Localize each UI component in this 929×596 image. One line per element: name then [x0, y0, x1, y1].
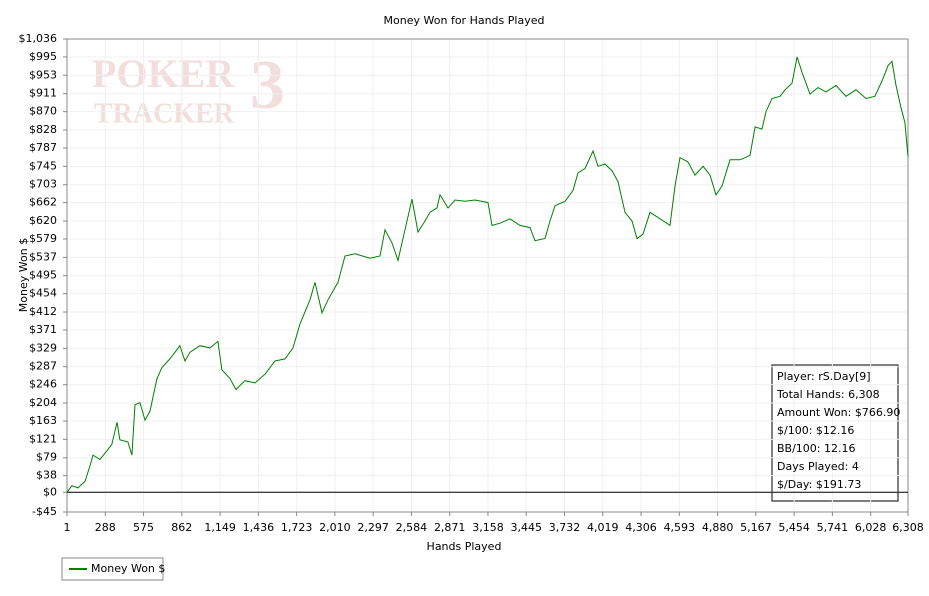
y-tick-label: $579 — [29, 232, 57, 245]
y-tick-label: -$45 — [32, 505, 57, 518]
y-tick-label: $537 — [29, 250, 57, 263]
stats-line: Total Hands: 6,308 — [776, 388, 880, 401]
y-tick-label: $703 — [29, 178, 57, 191]
y-tick-label: $121 — [29, 432, 57, 445]
y-tick-label: $995 — [29, 50, 57, 63]
x-tick-label: 2,010 — [319, 521, 351, 534]
x-tick-label: 5,167 — [740, 521, 772, 534]
y-tick-label: $38 — [36, 469, 57, 482]
y-tick-label: $953 — [29, 68, 57, 81]
stats-line: Days Played: 4 — [777, 460, 859, 473]
y-tick-label: $870 — [29, 105, 57, 118]
y-tick-label: $745 — [29, 159, 57, 172]
x-tick-label: 3,445 — [510, 521, 542, 534]
watermark: POKER — [92, 51, 235, 96]
stats-line: $/100: $12.16 — [777, 424, 854, 437]
x-tick-label: 862 — [171, 521, 192, 534]
y-tick-label: $371 — [29, 323, 57, 336]
y-tick-label: $287 — [29, 360, 57, 373]
y-tick-label: $454 — [29, 287, 57, 300]
x-tick-label: 2,871 — [434, 521, 466, 534]
x-tick-label: 1,723 — [281, 521, 313, 534]
x-tick-label: 575 — [133, 521, 154, 534]
y-tick-label: $787 — [29, 141, 57, 154]
x-tick-label: 6,028 — [855, 521, 887, 534]
stats-line: Player: rS.Day[9] — [777, 370, 871, 383]
y-tick-label: $0 — [43, 485, 57, 498]
x-tick-label: 5,741 — [817, 521, 849, 534]
legend-label: Money Won $ — [91, 562, 165, 575]
x-tick-label: 4,593 — [664, 521, 696, 534]
y-tick-label: $1,036 — [19, 32, 58, 45]
y-tick-label: $329 — [29, 341, 57, 354]
stats-line: $/Day: $191.73 — [777, 478, 861, 491]
chart-title: Money Won for Hands Played — [384, 14, 545, 27]
series-line — [66, 56, 909, 493]
y-tick-label: $495 — [29, 269, 57, 282]
y-tick-label: $662 — [29, 196, 57, 209]
y-tick-label: $204 — [29, 396, 57, 409]
x-axis-label: Hands Played — [427, 540, 502, 553]
y-tick-label: $163 — [29, 414, 57, 427]
x-tick-label: 1,149 — [204, 521, 236, 534]
plot-frame — [66, 38, 909, 513]
legend-box — [61, 557, 164, 581]
y-tick-label: $828 — [29, 123, 57, 136]
y-tick-label: $79 — [36, 451, 57, 464]
x-tick-label: 3,732 — [549, 521, 581, 534]
watermark: 3 — [250, 47, 285, 124]
x-tick-label: 3,158 — [472, 521, 504, 534]
x-tick-label: 1 — [64, 521, 71, 534]
x-tick-label: 4,880 — [702, 521, 734, 534]
x-tick-label: 2,297 — [357, 521, 389, 534]
stats-box — [771, 364, 899, 502]
y-tick-label: $911 — [29, 87, 57, 100]
x-tick-label: 4,306 — [625, 521, 657, 534]
x-tick-label: 5,454 — [778, 521, 810, 534]
x-tick-label: 2,584 — [396, 521, 428, 534]
x-tick-label: 4,019 — [587, 521, 619, 534]
x-tick-label: 6,308 — [892, 521, 924, 534]
stats-line: BB/100: 12.16 — [777, 442, 856, 455]
y-axis-label: Money Won $ — [17, 238, 30, 312]
x-tick-label: 1,436 — [243, 521, 275, 534]
y-tick-label: $246 — [29, 378, 57, 391]
y-tick-label: $620 — [29, 214, 57, 227]
x-tick-label: 288 — [95, 521, 116, 534]
y-tick-label: $412 — [29, 305, 57, 318]
watermark: TRACKER — [94, 98, 235, 129]
stats-line: Amount Won: $766.90 — [777, 406, 900, 419]
